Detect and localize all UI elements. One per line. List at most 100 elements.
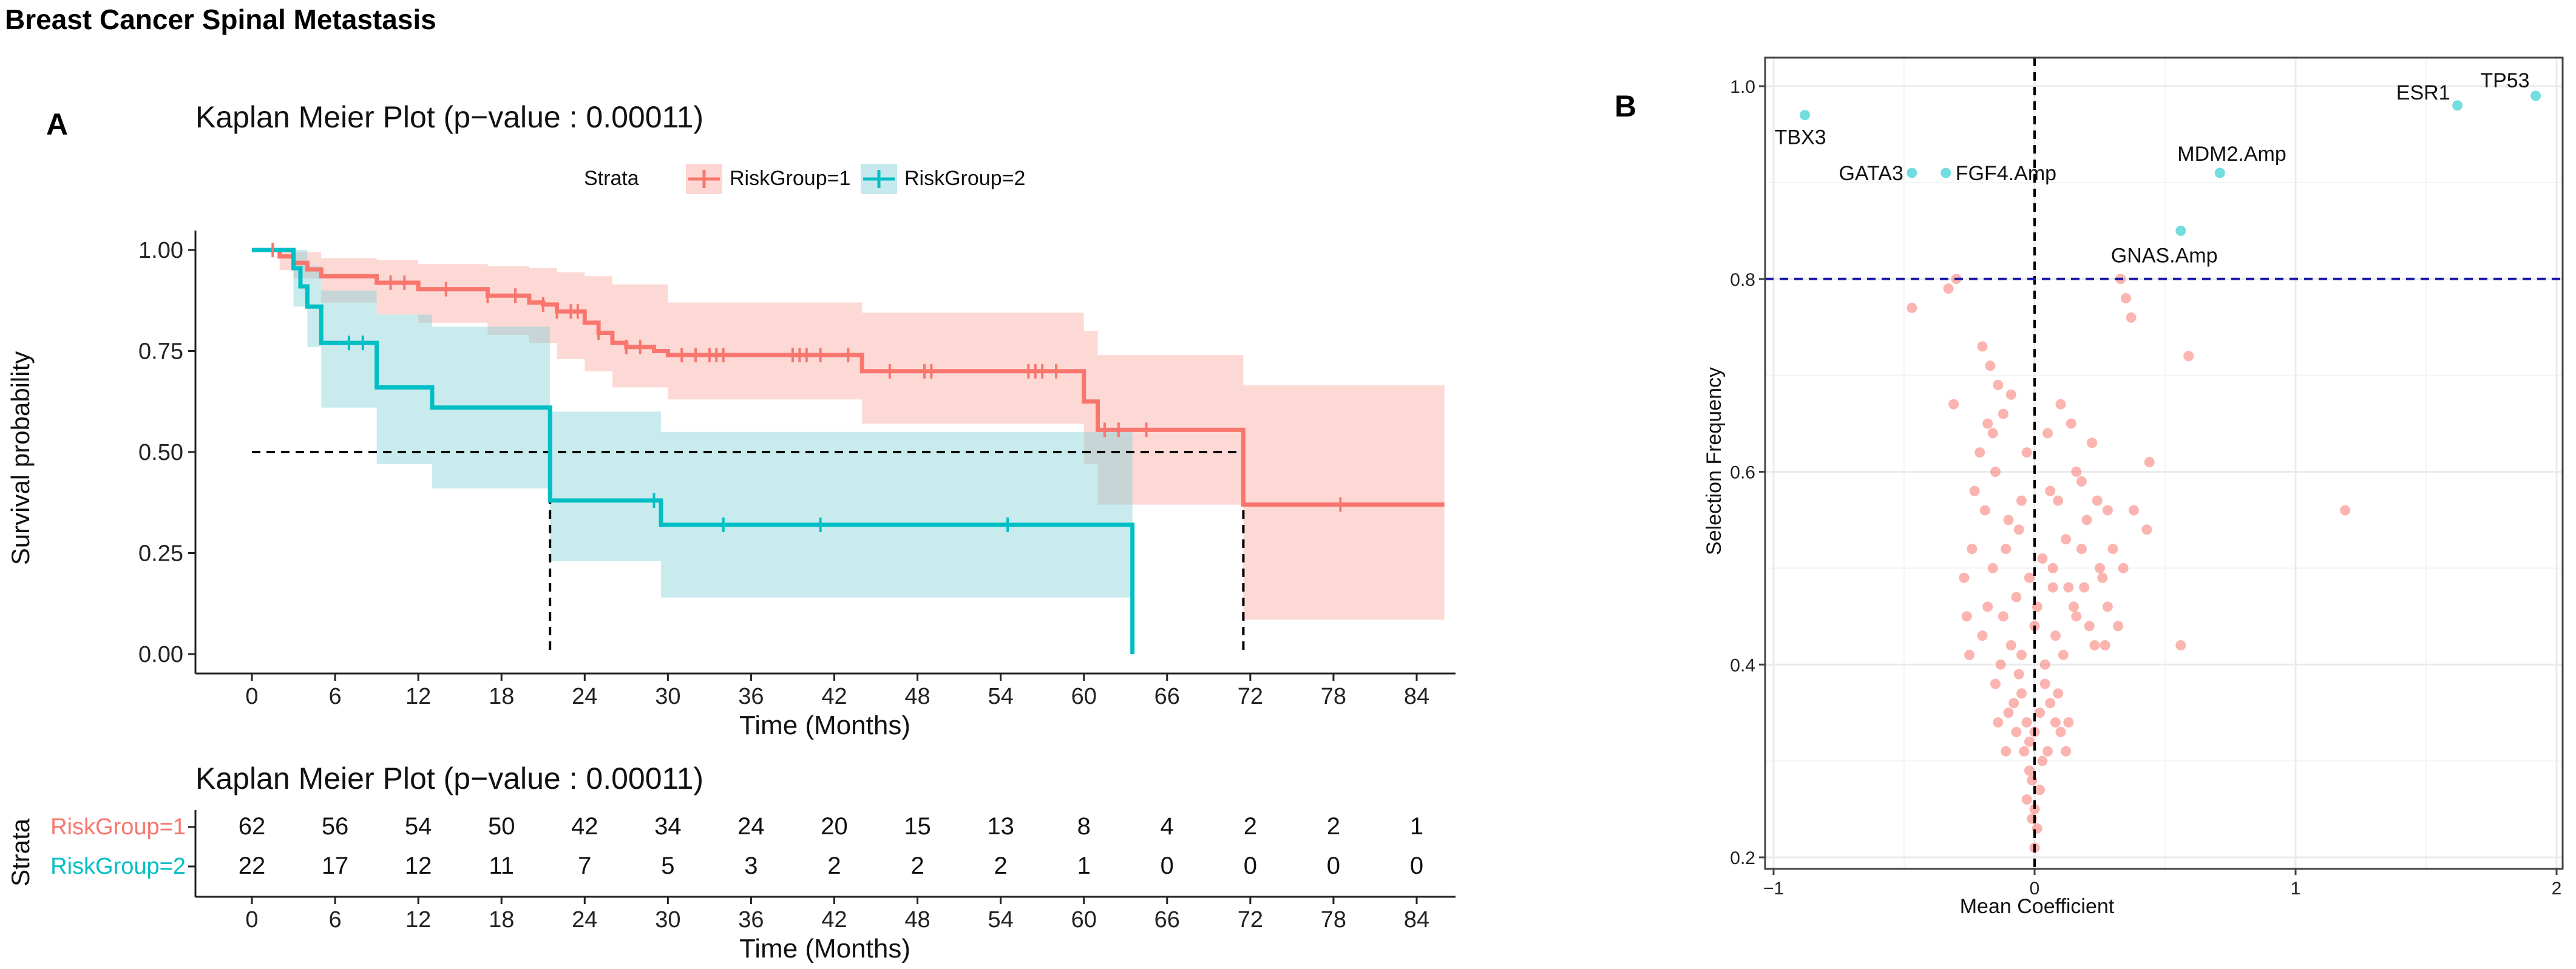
- scatter-point: [2042, 746, 2053, 757]
- scatter-point: [2045, 485, 2056, 496]
- panel-label-a: A: [46, 107, 68, 141]
- scatter-point: [2128, 505, 2139, 516]
- km-plot-area: 0.00 0.25 0.50 0.75 1.00 0 6 12 18 24 30 36 42 48 54 60…: [138, 231, 1456, 709]
- scatter-point: [2005, 389, 2016, 400]
- scatter-point: [2107, 544, 2118, 555]
- risk-cell: 8: [1077, 813, 1091, 840]
- scatter-point: [1987, 562, 1998, 573]
- scatter-point: [2053, 688, 2064, 699]
- scatter-point: [1990, 678, 2001, 689]
- scatter-point: [2024, 736, 2035, 747]
- scatter-point: [2037, 553, 2048, 564]
- risk-cell: 24: [737, 813, 765, 840]
- scatter-point: [1995, 659, 2006, 670]
- km-x-tick-label: 72: [1238, 684, 1263, 709]
- scatter-point: [2102, 505, 2113, 516]
- km-y-label: Survival probability: [6, 351, 35, 566]
- risk-table-y-label: Strata: [6, 818, 35, 886]
- km-x-tick-label: 18: [489, 684, 514, 709]
- scatter-point: [2016, 495, 2027, 506]
- risk-x-tick-label: 18: [489, 907, 514, 933]
- scatter-point: [2102, 601, 2113, 612]
- scatter-x-tick-label: 1: [2291, 879, 2301, 899]
- scatter-point: [2071, 467, 2082, 477]
- scatter-point: [2061, 746, 2072, 757]
- scatter-point-label: FGF4.Amp: [1956, 162, 2056, 185]
- risk-cell: 11: [489, 853, 514, 879]
- scatter-point: [2089, 640, 2100, 650]
- scatter-point: [1993, 380, 2004, 391]
- risk-cell: 2: [910, 853, 924, 879]
- scatter-point: [2061, 534, 2072, 545]
- scatter-point: [2001, 544, 2012, 555]
- scatter-point-highlight: [2530, 90, 2541, 101]
- risk-x-tick-label: 24: [572, 907, 597, 933]
- risk-cell: 1: [1410, 813, 1423, 840]
- scatter-point: [2042, 428, 2053, 439]
- panel-label-b: B: [1615, 89, 1636, 123]
- scatter-point: [2141, 524, 2152, 535]
- scatter-point: [2021, 794, 2032, 805]
- risk-x-tick-label: 36: [738, 907, 764, 933]
- legend-key-group2: [861, 164, 897, 194]
- scatter-point-highlight: [2175, 225, 2186, 236]
- scatter-point-highlight: [1940, 167, 1951, 178]
- scatter-point-highlight: [2214, 167, 2225, 178]
- risk-x-tick-label: 30: [655, 907, 680, 933]
- scatter-point: [2144, 457, 2155, 468]
- risk-cell: 2: [827, 853, 841, 879]
- scatter-point: [2019, 746, 2030, 757]
- scatter-y-label: Selection Frequency: [1703, 367, 1726, 555]
- scatter-point-label: TP53: [2480, 69, 2529, 92]
- risk-cell: 42: [571, 813, 598, 840]
- scatter-point: [2045, 698, 2056, 709]
- risk-x-tick-label: 72: [1238, 907, 1263, 933]
- scatter-point: [2035, 785, 2046, 795]
- scatter-point: [1998, 611, 2008, 622]
- scatter-point: [2084, 621, 2095, 632]
- scatter-point-label: MDM2.Amp: [2177, 143, 2286, 166]
- scatter-point: [1977, 341, 1988, 352]
- risk-cell: 62: [239, 813, 266, 840]
- risk-cell: 2: [1244, 813, 1257, 840]
- km-x-label: Time (Months): [739, 711, 910, 740]
- risk-cell: 0: [1410, 853, 1423, 879]
- scatter-point: [2016, 649, 2027, 660]
- scatter-point: [1990, 467, 2001, 477]
- scatter-point: [1998, 408, 2008, 419]
- risk-cell: 15: [904, 813, 931, 840]
- scatter-point: [2050, 717, 2061, 728]
- scatter-point: [2095, 562, 2105, 573]
- risk-cell: 4: [1161, 813, 1174, 840]
- risk-x-label: Time (Months): [739, 934, 910, 964]
- scatter-point: [2055, 726, 2066, 737]
- scatter-point: [2076, 476, 2087, 487]
- scatter-point: [2126, 312, 2137, 323]
- scatter-point: [2100, 640, 2110, 650]
- km-x-tick-label: 0: [245, 684, 258, 709]
- scatter-point: [2063, 717, 2074, 728]
- risk-row-label: RiskGroup=1: [50, 814, 186, 840]
- scatter-point: [1907, 302, 1917, 313]
- scatter-point: [2079, 582, 2090, 593]
- risk-x-tick-label: 42: [821, 907, 847, 933]
- risk-x-tick-label: 0: [245, 907, 258, 933]
- scatter-y-tick-label: 0.6: [1730, 463, 1755, 483]
- scatter-x-tick-label: 2: [2552, 879, 2562, 899]
- scatter-point: [2175, 640, 2186, 650]
- scatter-point: [2069, 601, 2079, 612]
- scatter-point: [1967, 544, 1978, 555]
- km-x-tick-label: 36: [738, 684, 764, 709]
- scatter-point: [1979, 505, 1990, 516]
- scatter-point-highlight: [1800, 110, 1811, 121]
- scatter-y-tick-label: 0.8: [1730, 270, 1755, 290]
- km-x-tick-label: 12: [405, 684, 431, 709]
- km-curve-group2: [252, 248, 1135, 654]
- ci-band-group2: [252, 250, 1133, 598]
- risk-x-tick-label: 12: [405, 907, 431, 933]
- km-y-tick-label: 0.50: [138, 440, 183, 465]
- km-legend: Strata RiskGroup=1 RiskGroup=2: [584, 164, 1025, 194]
- ci-band-group1: [252, 250, 1445, 620]
- scatter-point: [2021, 717, 2032, 728]
